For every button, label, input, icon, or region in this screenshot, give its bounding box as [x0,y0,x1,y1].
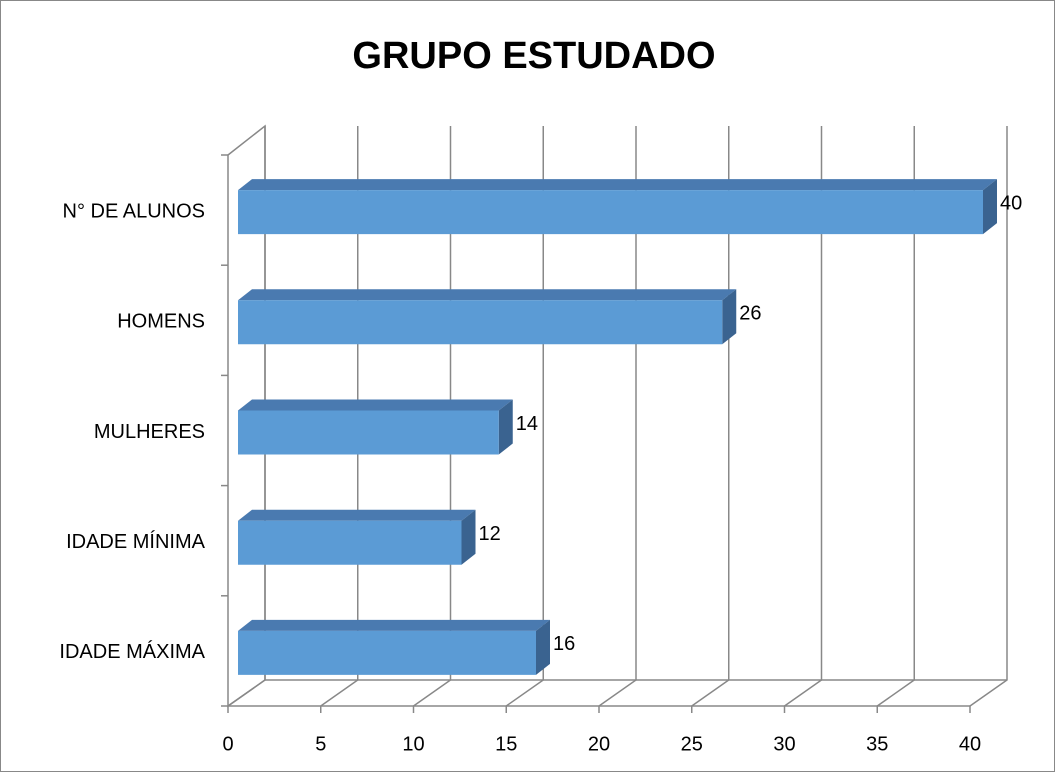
grid-line [784,126,823,707]
bar-top [238,619,550,631]
bar-top [238,289,737,301]
bar [238,289,737,345]
bar-side [722,289,737,345]
y-tick-label: HOMENS [117,311,205,333]
bar-top [238,179,997,191]
bar-side [983,179,997,235]
bar-side [536,619,550,675]
value-label: 40 [1000,192,1022,214]
x-tick-label: 35 [866,733,888,755]
bar [238,399,513,455]
y-tick-label: N° DE ALUNOS [63,200,205,222]
x-tick-label: 25 [681,733,703,755]
y-tick-label: IDADE MÁXIMA [59,640,205,663]
y-tick-label: MULHERES [94,421,205,443]
chart-title: GRUPO ESTUDADO [352,35,715,77]
bar-top [238,399,513,411]
bar [238,179,997,235]
bar [238,509,476,565]
value-label: 12 [479,523,501,545]
bar-side [461,509,476,565]
value-label: 14 [516,413,538,435]
x-tick-label: 15 [495,733,517,755]
value-label: 16 [553,633,575,655]
x-tick-label: 40 [959,733,981,755]
grid-line [876,126,915,707]
bar-front [238,300,723,345]
x-tick-label: 20 [588,733,610,755]
bar [238,619,550,675]
x-tick-label: 10 [402,733,424,755]
bar-front [238,630,536,675]
grid-line [969,126,1008,707]
bar-front [238,410,499,455]
bar-front [238,520,462,565]
y-tick-label: IDADE MÍNIMA [66,530,206,553]
x-tick-label: 0 [222,733,233,755]
x-tick-label: 5 [315,733,326,755]
x-tick-label: 30 [773,733,795,755]
bar-side [498,399,513,455]
bar-front [238,190,983,235]
bar-top [238,509,476,521]
value-label: 26 [739,303,761,325]
